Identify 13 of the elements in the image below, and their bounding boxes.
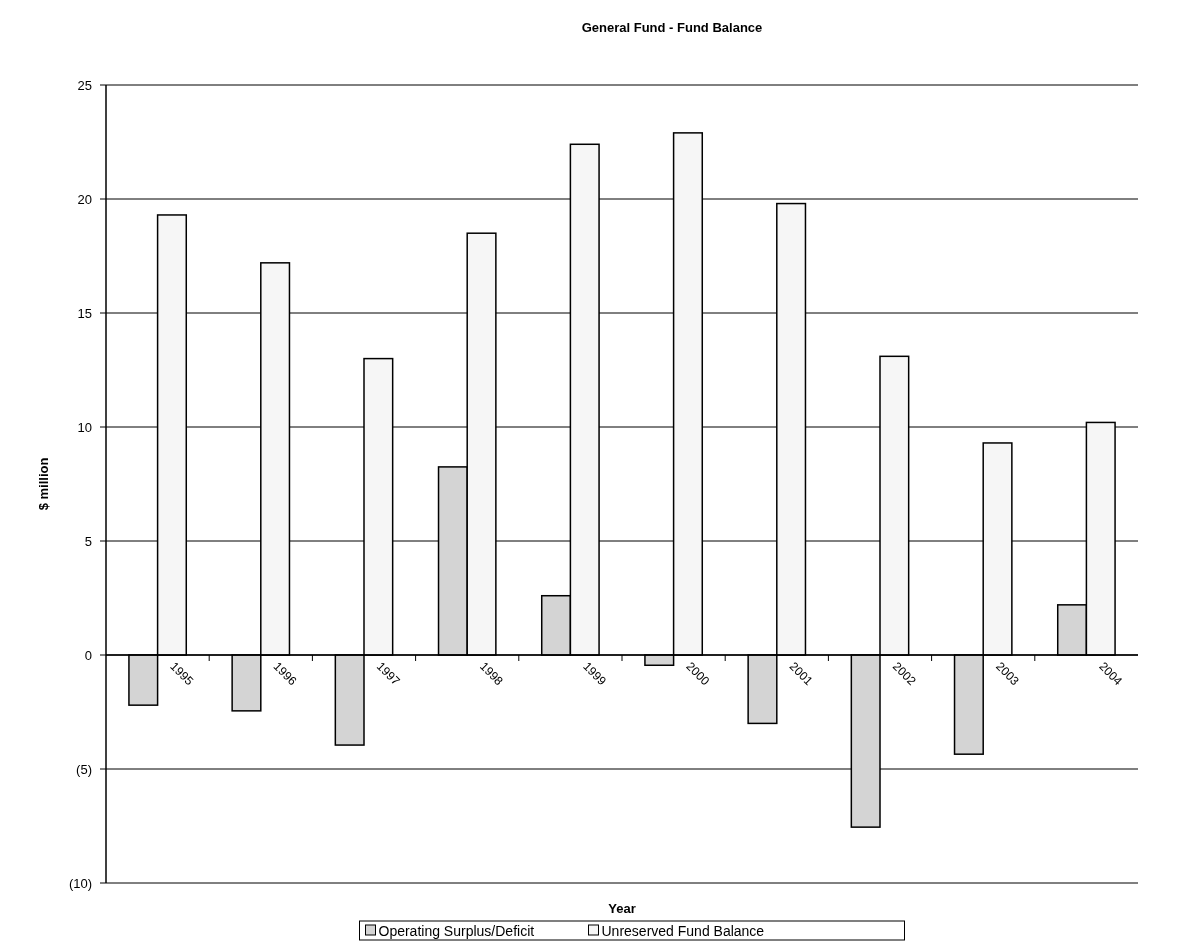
y-tick-label: 15	[77, 305, 92, 321]
y-tick-label: 5	[84, 533, 92, 549]
y-tick-label: 10	[77, 419, 92, 435]
y-tick-label: 20	[77, 191, 92, 207]
y-tick-label: 25	[77, 77, 92, 93]
chart-title: General Fund - Fund Balance	[581, 20, 763, 35]
legend-label: Unreserved Fund Balance	[601, 923, 765, 939]
y-axis-title: $ million	[36, 457, 51, 511]
y-tick-label: (5)	[76, 761, 92, 777]
legend-label: Operating Surplus/Deficit	[378, 923, 535, 939]
y-tick-label: (10)	[68, 875, 92, 891]
x-axis-title: Year	[608, 901, 636, 916]
y-tick-label: 0	[84, 647, 92, 663]
